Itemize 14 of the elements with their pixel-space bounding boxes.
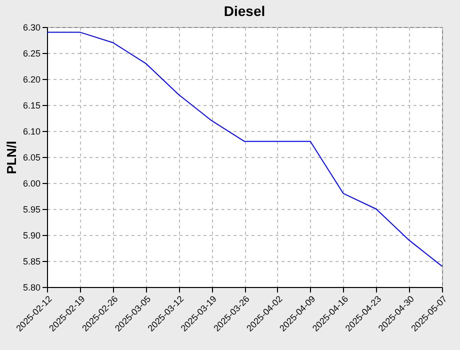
y-tick-label: 5.85 bbox=[22, 256, 40, 266]
y-tick-label: 6.30 bbox=[22, 22, 40, 32]
y-tick-label: 5.95 bbox=[22, 204, 40, 214]
y-tick-label: 5.80 bbox=[22, 282, 40, 292]
y-tick-label: 6.20 bbox=[22, 74, 40, 84]
y-tick-label: 6.05 bbox=[22, 152, 40, 162]
y-tick-label: 6.10 bbox=[22, 126, 40, 136]
y-tick-label: 6.00 bbox=[22, 178, 40, 188]
y-tick-label: 5.90 bbox=[22, 230, 40, 240]
y-axis-title: PLN/l bbox=[4, 140, 19, 174]
y-tick-label: 6.25 bbox=[22, 48, 40, 58]
line-series bbox=[46, 32, 442, 267]
chart-title: Diesel bbox=[224, 3, 266, 19]
y-tick-label: 6.15 bbox=[22, 100, 40, 110]
